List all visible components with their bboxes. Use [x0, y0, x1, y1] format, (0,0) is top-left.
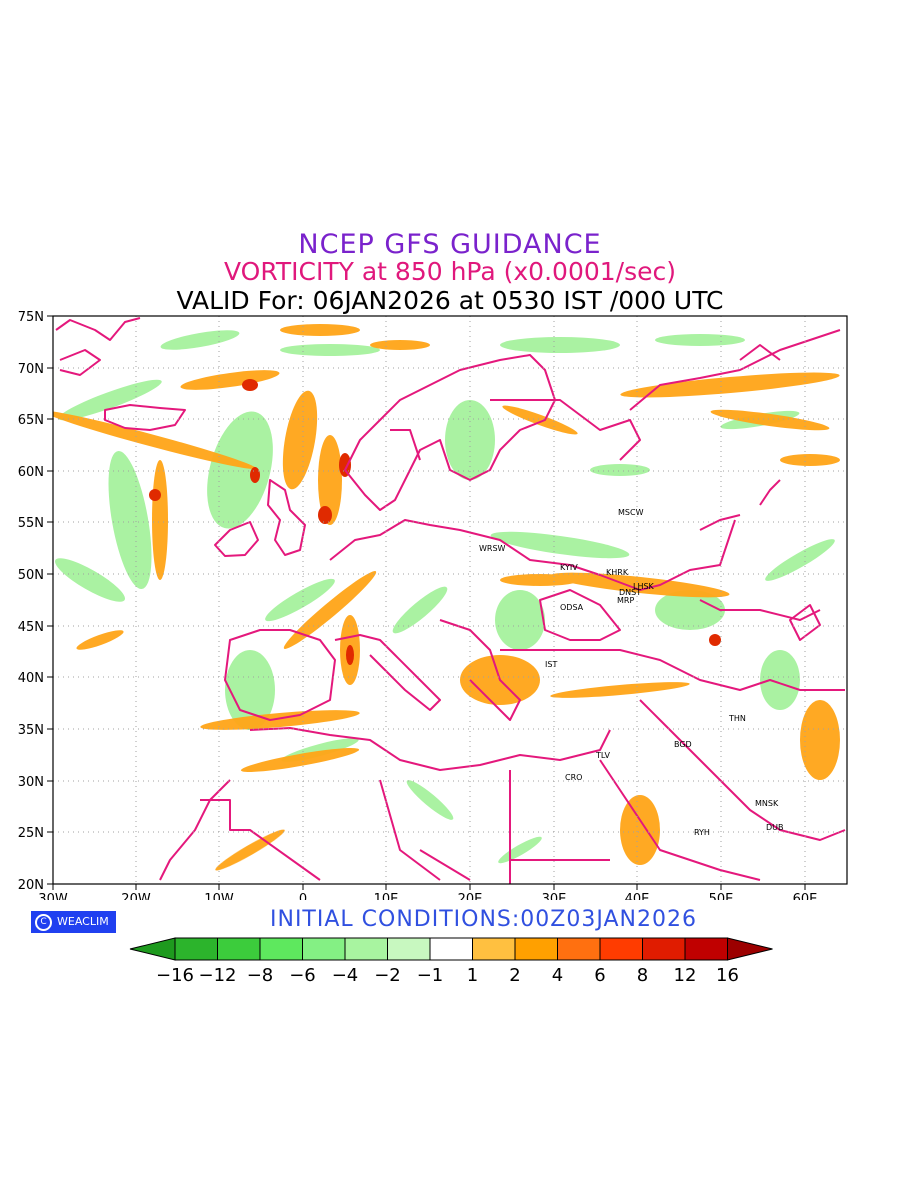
city-label: IST	[545, 660, 557, 669]
colorbar-swatch	[727, 937, 773, 961]
lat-label: 20N	[18, 878, 44, 893]
city-label: TLV	[595, 751, 610, 760]
colorbar-label: −6	[289, 965, 316, 985]
colorbar-swatch	[684, 937, 728, 961]
lon-label: 60E	[793, 892, 818, 900]
lon-label: 10W	[204, 892, 234, 900]
lon-label: 20E	[458, 892, 483, 900]
lon-label: 0	[299, 892, 307, 900]
lon-label: 50E	[709, 892, 734, 900]
colorbar-swatch	[129, 937, 176, 961]
colorbar-label: −2	[374, 965, 401, 985]
colorbar-label: −16	[156, 965, 194, 985]
colorbar-swatch	[259, 937, 303, 961]
lat-label: 75N	[18, 310, 44, 325]
city-label: WRSW	[479, 544, 506, 553]
lat-label: 60N	[18, 465, 44, 480]
colorbar-label: 8	[637, 965, 648, 985]
city-label: ODSA	[560, 603, 584, 612]
lat-label: 25N	[18, 826, 44, 841]
map-frame	[52, 315, 848, 885]
city-label: MNSK	[755, 799, 779, 808]
vorticity-field	[53, 316, 847, 884]
colorbar-swatch	[472, 937, 516, 961]
colorbar-label: 2	[509, 965, 520, 985]
chart-title: NCEP GFS GUIDANCE	[298, 229, 602, 260]
coastlines-borders	[55, 317, 846, 884]
colorbar-label: 12	[674, 965, 697, 985]
city-label: MSCW	[618, 508, 644, 517]
colorbar-label: 4	[552, 965, 563, 985]
axis-ticks	[47, 315, 806, 890]
weaclim-logo: C WEACLIM	[31, 911, 116, 933]
lon-label: 30W	[38, 892, 68, 900]
colorbar-swatch	[514, 937, 558, 961]
strong-vorticity-cores	[149, 379, 721, 665]
colorbar-swatch	[642, 937, 686, 961]
colorbar-label: −12	[199, 965, 237, 985]
colorbar-labels: −16 −12 −8 −6 −4 −2 −1 1 2 4 6 8 12 16	[156, 965, 739, 985]
lat-label: 70N	[18, 362, 44, 377]
lon-label: 30E	[542, 892, 567, 900]
map-background	[53, 316, 847, 884]
logo-text: WEACLIM	[57, 915, 109, 928]
colorbar-label: 6	[594, 965, 605, 985]
colorbar-swatch	[387, 937, 431, 961]
colorbar-swatch	[599, 937, 643, 961]
colorbar-swatch	[302, 937, 346, 961]
city-label: DUB	[766, 823, 784, 832]
lat-label: 45N	[18, 620, 44, 635]
colorbar-label: 16	[716, 965, 739, 985]
colorbar-boxes	[129, 937, 773, 961]
longitude-labels: 30W 20W 10W 0 10E 20E 30E 40E 50E 60E	[38, 892, 817, 900]
colorbar-label: −1	[417, 965, 444, 985]
lon-label: 20W	[121, 892, 151, 900]
city-label: BGD	[674, 740, 692, 749]
lat-label: 50N	[18, 568, 44, 583]
copyright-icon: C	[35, 914, 52, 931]
colorbar-label: −4	[332, 965, 359, 985]
city-label: THN	[728, 714, 746, 723]
city-label: CRO	[565, 773, 582, 782]
lat-label: 35N	[18, 723, 44, 738]
vorticity-map: 75N 70N 65N 60N 55N 50N 45N 40N 35N 30N …	[18, 310, 848, 900]
initial-conditions-label: INITIAL CONDITIONS:00Z03JAN2026	[270, 907, 697, 932]
negative-vorticity-areas	[54, 330, 835, 864]
city-label: MRP	[617, 596, 634, 605]
city-label: RYH	[694, 828, 710, 837]
colorbar-swatch	[557, 937, 601, 961]
colorbar-swatch	[174, 937, 218, 961]
valid-time-label: VALID For: 06JAN2026 at 0530 IST /000 UT…	[176, 286, 724, 315]
city-label: KYIV	[560, 563, 578, 572]
city-label: DNST	[619, 588, 641, 597]
colorbar-swatch	[344, 937, 388, 961]
colorbar: −16 −12 −8 −6 −4 −2 −1 1 2 4 6 8 12 16	[129, 937, 773, 985]
lat-label: 55N	[18, 516, 44, 531]
chart-subtitle: VORTICITY at 850 hPa (x0.0001/sec)	[223, 257, 676, 286]
positive-vorticity-areas	[53, 324, 840, 871]
city-labels: MSCW WRSW KYIV KHRK LHSK DNST MRP ODSA I…	[479, 508, 784, 837]
colorbar-label: −8	[247, 965, 274, 985]
lon-label: 40E	[625, 892, 650, 900]
city-label: KHRK	[606, 568, 629, 577]
lon-label: 10E	[374, 892, 399, 900]
city-label: LHSK	[633, 582, 655, 591]
lat-label: 40N	[18, 671, 44, 686]
colorbar-swatch	[429, 937, 473, 961]
latitude-labels: 75N 70N 65N 60N 55N 50N 45N 40N 35N 30N …	[18, 310, 44, 893]
colorbar-swatch	[217, 937, 261, 961]
lat-label: 65N	[18, 413, 44, 428]
lat-label: 30N	[18, 775, 44, 790]
colorbar-label: 1	[467, 965, 478, 985]
